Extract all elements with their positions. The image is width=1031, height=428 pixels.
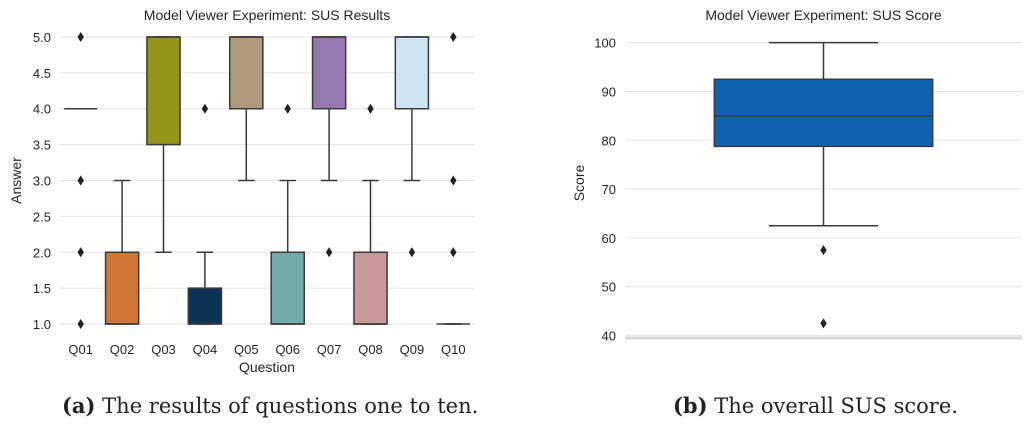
sus-score-chart: 40 50 60 70 80 90 100 Model Viewer Experiment: … <box>571 7 1022 344</box>
y-tick-label: 2.0 <box>33 245 51 260</box>
y-tick-label: 50 <box>602 280 616 295</box>
box-q06 <box>270 251 306 325</box>
outlier-point <box>367 103 374 114</box>
box-q07 <box>311 36 347 110</box>
outlier-point <box>450 175 457 186</box>
outlier-point <box>820 245 827 256</box>
x-tick-label: Q04 <box>193 342 218 357</box>
y-tick-label: 60 <box>602 231 616 246</box>
x-tick-label: Q05 <box>234 342 259 357</box>
outlier-point <box>77 319 84 330</box>
x-tick-label: Q09 <box>400 342 425 357</box>
caption-b-text: The overall SUS score. <box>707 394 958 418</box>
y-tick-label: 5.0 <box>33 30 51 45</box>
outlier-point <box>77 175 84 186</box>
box-q04 <box>187 287 223 325</box>
caption-b: (b) The overall SUS score. <box>673 393 958 418</box>
caption-a: (a) The results of questions one to ten. <box>62 393 478 418</box>
x-axis-label: Question <box>239 359 295 375</box>
chart-title: Model Viewer Experiment: SUS Results <box>144 7 390 23</box>
y-tick-label: 1.0 <box>33 317 51 332</box>
outlier-point <box>450 247 457 258</box>
box-q05 <box>228 36 264 110</box>
box-q08 <box>353 251 388 325</box>
x-tick-label: Q10 <box>441 342 466 357</box>
y-tick-label: 70 <box>602 182 616 197</box>
outlier-point <box>201 103 209 114</box>
y-tick-label: 80 <box>602 133 616 148</box>
caption-a-text: The results of questions one to ten. <box>95 394 479 418</box>
box-q03 <box>146 36 181 146</box>
outlier-point <box>77 247 84 258</box>
y-axis-label: Score <box>571 165 587 202</box>
x-tick-label: Q06 <box>275 342 300 357</box>
y-tick-label: 4.5 <box>33 66 51 81</box>
outlier-point <box>450 31 457 42</box>
y-tick-label: 100 <box>594 36 616 51</box>
y-tick-label: 2.5 <box>33 209 51 224</box>
y-tick-label: 1.5 <box>33 281 51 296</box>
outlier-point <box>284 103 291 114</box>
sus-results-chart: 1.0 1.5 2.0 2.5 3.0 3.5 4.0 4.5 5.0 Q01 Q02 Q03 Q04 Q… <box>8 7 474 375</box>
y-tick-label: 3.0 <box>33 174 51 189</box>
y-tick-label: 4.0 <box>33 102 51 117</box>
x-tick-label: Q02 <box>110 342 135 357</box>
y-tick-label: 3.5 <box>33 138 51 153</box>
caption-b-label: (b) <box>673 393 708 418</box>
outlier-point <box>408 247 416 258</box>
outlier-point <box>325 247 333 258</box>
box-q09 <box>394 36 430 110</box>
caption-a-label: (a) <box>62 393 96 418</box>
x-tick-label: Q03 <box>151 342 176 357</box>
x-tick-label: Q08 <box>358 342 383 357</box>
box-q02 <box>104 251 140 325</box>
outlier-point <box>77 31 84 42</box>
x-tick-label: Q07 <box>317 342 342 357</box>
box-score <box>713 78 934 148</box>
chart-title: Model Viewer Experiment: SUS Score <box>705 7 941 23</box>
y-tick-label: 90 <box>602 84 616 99</box>
outlier-point <box>820 318 827 329</box>
y-tick-label: 40 <box>602 329 616 344</box>
x-tick-label: Q01 <box>68 342 93 357</box>
y-axis-label: Answer <box>8 157 24 204</box>
